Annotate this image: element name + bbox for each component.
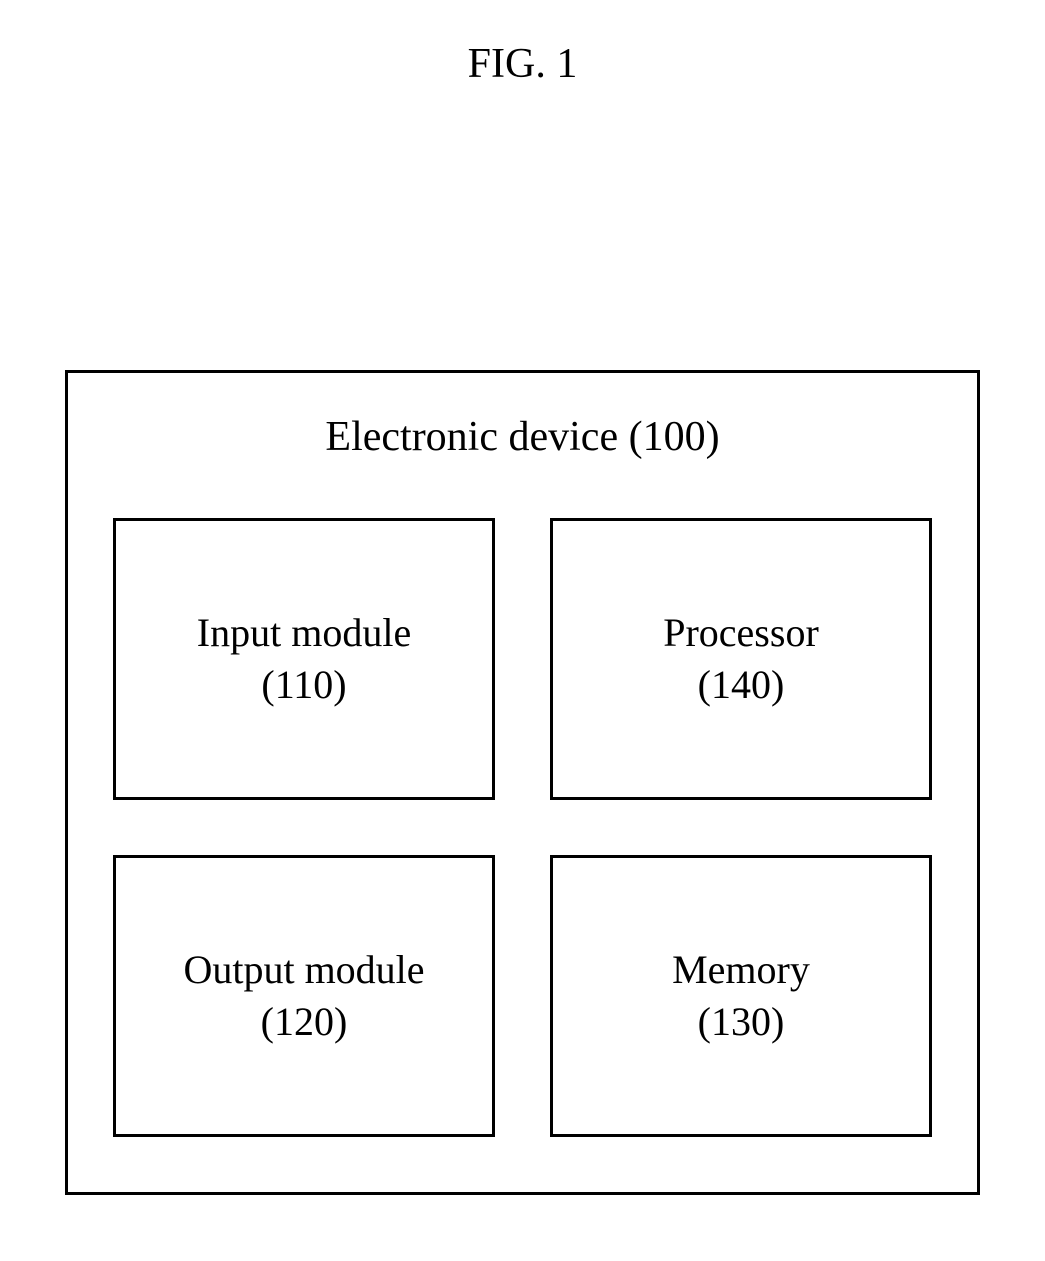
processor-label: Processor (663, 607, 819, 659)
output-module-label: Output module (183, 944, 424, 996)
memory-box: Memory (130) (550, 855, 932, 1137)
electronic-device-container: Electronic device (100) Input module (11… (65, 370, 980, 1195)
output-module-box: Output module (120) (113, 855, 495, 1137)
output-module-number: (120) (261, 996, 348, 1048)
processor-box: Processor (140) (550, 518, 932, 800)
memory-number: (130) (698, 996, 785, 1048)
figure-title: FIG. 1 (0, 40, 1045, 88)
memory-label: Memory (672, 944, 810, 996)
input-module-box: Input module (110) (113, 518, 495, 800)
processor-number: (140) (698, 659, 785, 711)
container-title: Electronic device (100) (68, 413, 977, 461)
input-module-label: Input module (197, 607, 411, 659)
components-grid: Input module (110) Processor (140) Outpu… (113, 518, 932, 1137)
input-module-number: (110) (261, 659, 346, 711)
